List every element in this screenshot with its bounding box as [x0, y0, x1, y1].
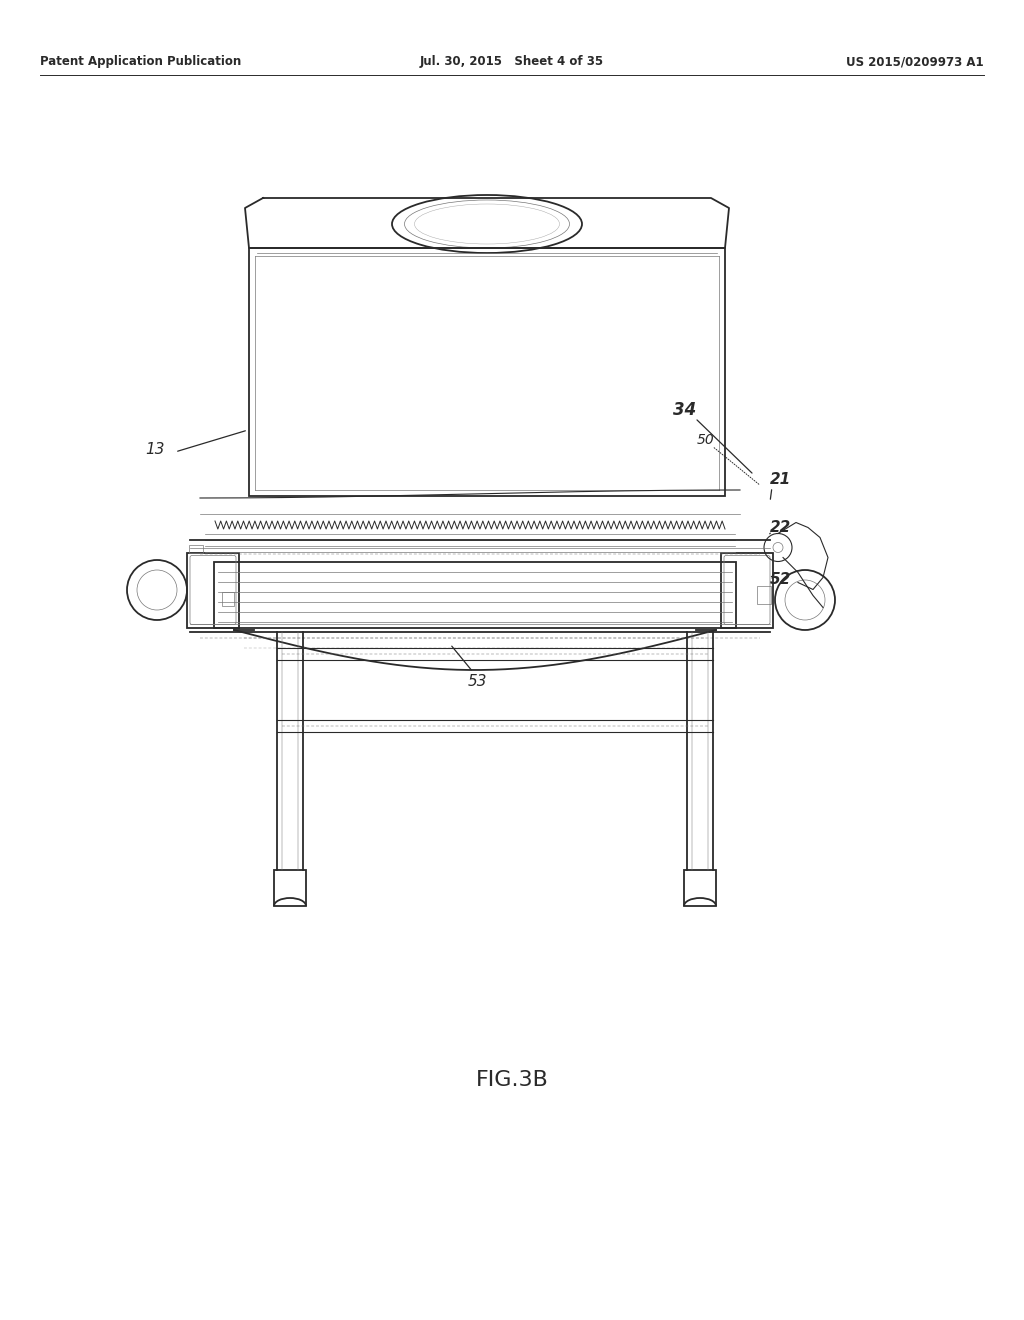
Text: 52: 52: [769, 573, 791, 587]
Text: 34: 34: [674, 401, 696, 418]
Bar: [187, 553, 239, 627]
Bar: [274, 870, 306, 906]
Bar: [189, 544, 203, 553]
Text: 50: 50: [697, 433, 715, 447]
Text: 13: 13: [145, 442, 165, 458]
Text: FIG.3B: FIG.3B: [475, 1071, 549, 1090]
Bar: [721, 553, 773, 627]
Bar: [214, 562, 736, 628]
Text: 21: 21: [769, 473, 791, 487]
Text: Jul. 30, 2015   Sheet 4 of 35: Jul. 30, 2015 Sheet 4 of 35: [420, 55, 604, 69]
Text: Patent Application Publication: Patent Application Publication: [40, 55, 242, 69]
Text: 53: 53: [467, 675, 486, 689]
Bar: [684, 870, 716, 906]
Text: US 2015/0209973 A1: US 2015/0209973 A1: [847, 55, 984, 69]
Bar: [757, 586, 771, 605]
Bar: [222, 591, 234, 606]
Bar: [249, 248, 725, 496]
Text: 22: 22: [769, 520, 791, 536]
